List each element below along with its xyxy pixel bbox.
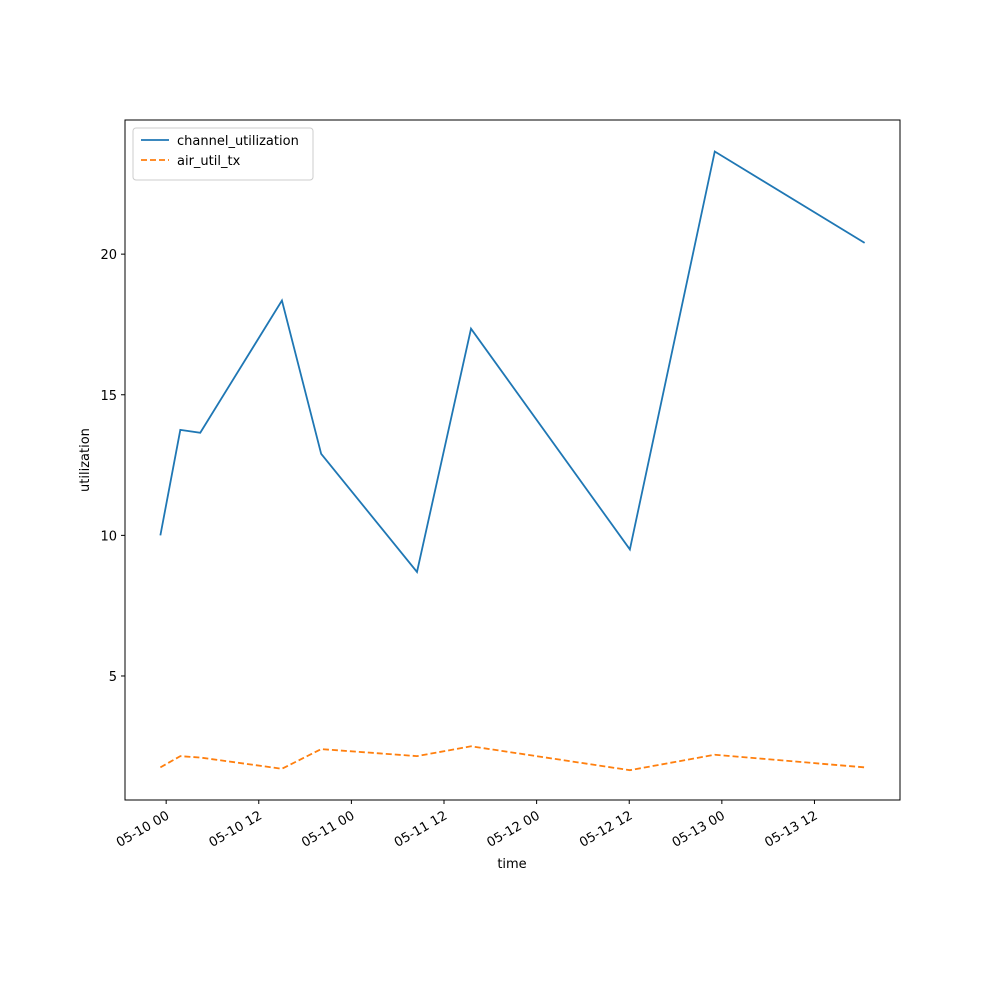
plot-area	[124, 119, 901, 801]
series-line	[159, 150, 866, 574]
series-line	[159, 745, 865, 772]
x-axis-label: time	[497, 857, 526, 872]
y-tick-label: 10	[100, 529, 117, 544]
y-axis-label: utilization	[78, 428, 93, 492]
legend-label: air_util_tx	[177, 154, 241, 169]
y-tick-label: 15	[100, 389, 117, 404]
y-tick-label: 20	[100, 248, 117, 263]
x-tick-label: 05-11 12	[392, 808, 450, 850]
x-tick-label: 05-10 00	[114, 808, 172, 850]
legend-box	[132, 127, 314, 181]
y-tick-label: 5	[109, 670, 117, 685]
x-tick-label: 05-10 12	[207, 808, 265, 850]
legend-label: channel_utilization	[177, 134, 299, 149]
x-tick-label: 05-12 12	[577, 808, 635, 850]
x-tick-label: 05-11 00	[299, 808, 357, 850]
x-tick-label: 05-13 12	[762, 808, 820, 850]
x-tick-label: 05-13 00	[670, 808, 728, 850]
x-tick-label: 05-12 00	[484, 808, 542, 850]
